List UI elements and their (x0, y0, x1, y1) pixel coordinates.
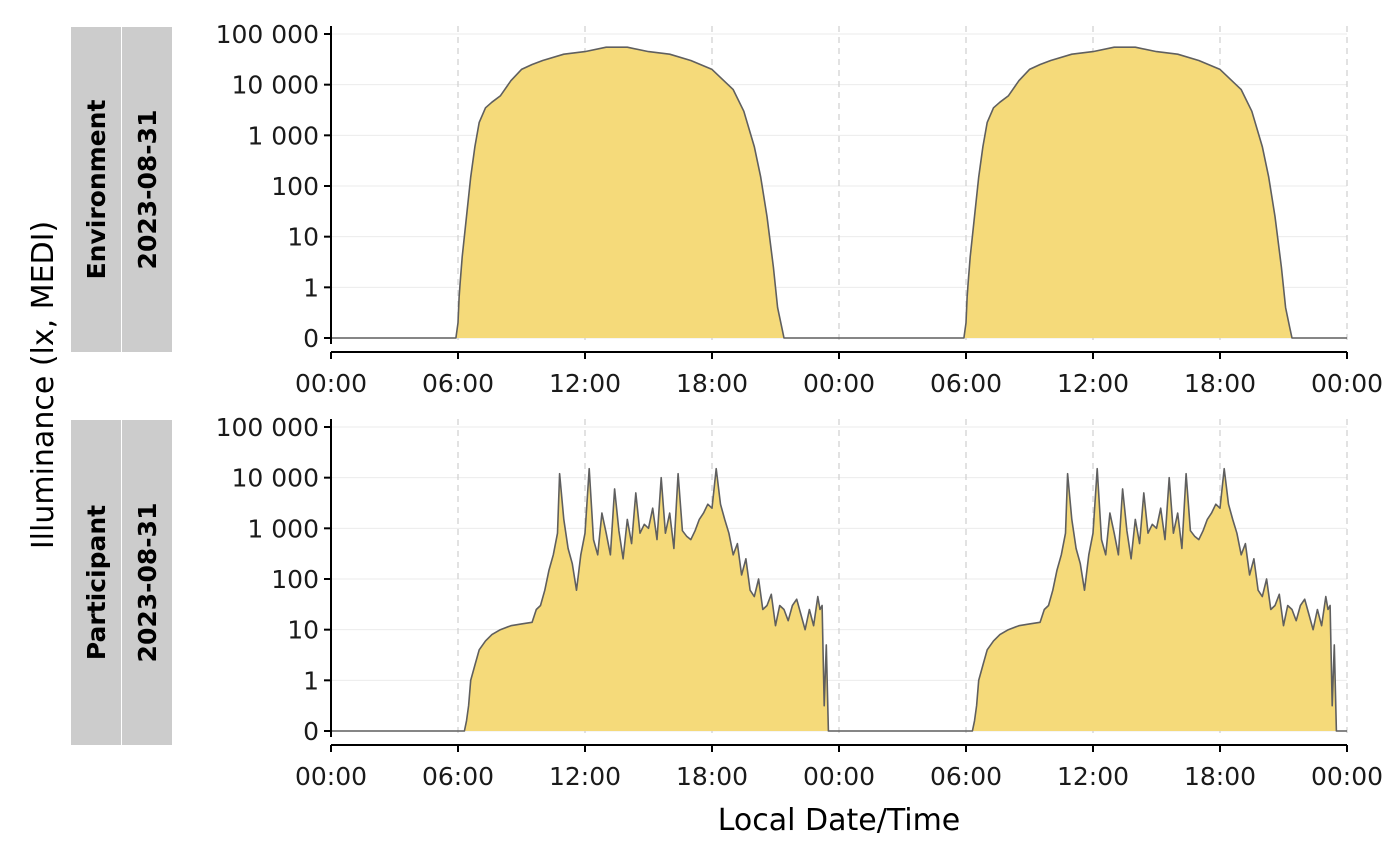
facet-strip-label: Environment (82, 100, 111, 280)
x-axis-title: Local Date/Time (718, 803, 961, 838)
x-tick-label: 00:00 (295, 762, 367, 791)
x-tick-label: 12:00 (1057, 369, 1129, 398)
facet-strip (71, 27, 121, 352)
y-tick-label: 100 000 (216, 413, 319, 442)
illuminance-area (331, 47, 1347, 338)
x-tick-label: 06:00 (422, 762, 494, 791)
facet-strip (122, 27, 172, 352)
y-tick-label: 1 (303, 273, 319, 302)
illuminance-line (331, 46, 1347, 339)
facet-strip-label: 2023-08-31 (133, 110, 162, 270)
x-tick-label: 18:00 (676, 369, 748, 398)
x-tick-label: 18:00 (1184, 762, 1256, 791)
x-tick-label: 06:00 (930, 369, 1002, 398)
facet-strip (122, 420, 172, 745)
panel-environment: 0 1 10 100 1 000 10 000 100 000 00:00 06:00 12:00… (71, 20, 1383, 398)
x-tick-label: 00:00 (803, 762, 875, 791)
y-tick-label: 1 000 (247, 514, 319, 543)
x-tick-label: 12:00 (549, 762, 621, 791)
y-tick-label: 10 (287, 223, 319, 252)
facet-strip (71, 420, 121, 745)
x-tick-label: 00:00 (1311, 369, 1383, 398)
x-tick-label: 18:00 (676, 762, 748, 791)
y-tick-label: 100 000 (216, 20, 319, 49)
y-tick-label: 10 000 (232, 71, 319, 100)
y-axis-title: Illuminance (lx, MEDI) (26, 221, 61, 549)
x-tick-label: 06:00 (422, 369, 494, 398)
panel-participant: 0 1 10 100 1 000 10 000 100 000 00:00 06:00 12:00… (71, 413, 1383, 791)
x-tick-label: 06:00 (930, 762, 1002, 791)
facet-strip-label: Participant (82, 505, 111, 660)
x-tick-label: 12:00 (549, 369, 621, 398)
illuminance-line (331, 467, 1347, 732)
x-tick-label: 12:00 (1057, 762, 1129, 791)
y-tick-label: 10 (287, 616, 319, 645)
y-tick-label: 1 000 (247, 121, 319, 150)
y-tick-label: 10 000 (232, 464, 319, 493)
y-tick-label: 0 (303, 717, 319, 746)
y-tick-label: 100 (271, 172, 319, 201)
y-tick-label: 1 (303, 666, 319, 695)
x-tick-label: 00:00 (803, 369, 875, 398)
y-tick-label: 0 (303, 324, 319, 353)
x-tick-label: 00:00 (1311, 762, 1383, 791)
y-tick-label: 100 (271, 565, 319, 594)
facet-strip-label: 2023-08-31 (133, 503, 162, 663)
x-tick-label: 18:00 (1184, 369, 1256, 398)
x-tick-label: 00:00 (295, 369, 367, 398)
